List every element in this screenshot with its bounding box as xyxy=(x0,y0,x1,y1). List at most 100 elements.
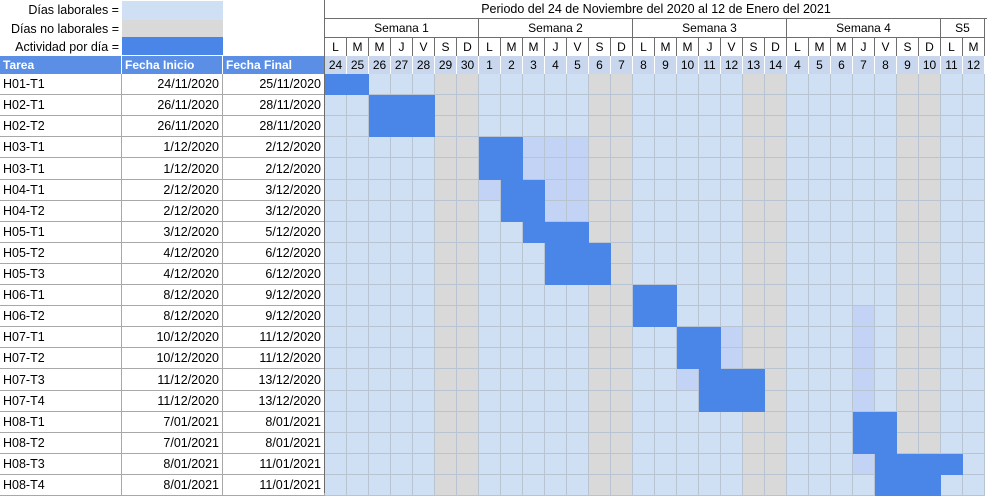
gantt-day-cell[interactable] xyxy=(369,137,391,158)
gantt-day-cell[interactable] xyxy=(413,137,435,158)
gantt-day-cell[interactable] xyxy=(743,412,765,433)
day-number[interactable]: 6 xyxy=(589,56,611,74)
day-number[interactable]: 4 xyxy=(787,56,809,74)
gantt-day-cell[interactable] xyxy=(523,74,545,95)
start-date-cell[interactable]: 26/11/2020 xyxy=(122,95,223,116)
gantt-day-cell[interactable] xyxy=(743,201,765,222)
gantt-day-cell[interactable] xyxy=(677,95,699,116)
gantt-day-cell[interactable] xyxy=(853,264,875,285)
gantt-day-cell[interactable] xyxy=(567,348,589,369)
gantt-day-cell[interactable] xyxy=(567,454,589,475)
gantt-day-cell[interactable] xyxy=(765,137,787,158)
gantt-day-cell[interactable] xyxy=(347,433,369,454)
gantt-day-cell[interactable] xyxy=(853,348,875,369)
gantt-day-cell[interactable] xyxy=(589,95,611,116)
gantt-day-cell[interactable] xyxy=(633,74,655,95)
day-number[interactable]: 30 xyxy=(457,56,479,74)
end-date-cell[interactable]: 25/11/2020 xyxy=(223,74,325,95)
gantt-day-cell[interactable] xyxy=(479,327,501,348)
gantt-day-cell[interactable] xyxy=(633,264,655,285)
gantt-day-cell[interactable] xyxy=(809,306,831,327)
gantt-day-cell[interactable] xyxy=(391,433,413,454)
gantt-day-cell[interactable] xyxy=(589,306,611,327)
gantt-day-cell[interactable] xyxy=(831,222,853,243)
gantt-day-cell[interactable] xyxy=(369,454,391,475)
end-date-cell[interactable]: 8/01/2021 xyxy=(223,412,325,433)
gantt-day-cell[interactable] xyxy=(963,412,985,433)
gantt-day-cell[interactable] xyxy=(545,348,567,369)
task-name-cell[interactable]: H05-T2 xyxy=(0,243,122,264)
day-letter[interactable]: S xyxy=(743,38,765,56)
gantt-day-cell[interactable] xyxy=(457,137,479,158)
gantt-day-cell[interactable] xyxy=(325,243,347,264)
gantt-day-cell[interactable] xyxy=(699,243,721,264)
gantt-day-cell[interactable] xyxy=(875,285,897,306)
gantt-day-cell[interactable] xyxy=(633,243,655,264)
gantt-day-cell[interactable] xyxy=(413,158,435,180)
gantt-day-cell[interactable] xyxy=(479,306,501,327)
gantt-day-cell[interactable] xyxy=(479,137,501,158)
day-letter[interactable]: V xyxy=(875,38,897,56)
gantt-day-cell[interactable] xyxy=(611,412,633,433)
gantt-day-cell[interactable] xyxy=(501,158,523,180)
task-name-cell[interactable]: H04-T2 xyxy=(0,201,122,222)
gantt-day-cell[interactable] xyxy=(655,222,677,243)
end-date-cell[interactable]: 28/11/2020 xyxy=(223,95,325,116)
gantt-day-cell[interactable] xyxy=(655,74,677,95)
gantt-day-cell[interactable] xyxy=(501,74,523,95)
gantt-day-cell[interactable] xyxy=(655,137,677,158)
gantt-day-cell[interactable] xyxy=(413,412,435,433)
gantt-day-cell[interactable] xyxy=(765,454,787,475)
gantt-day-cell[interactable] xyxy=(435,306,457,327)
gantt-day-cell[interactable] xyxy=(435,180,457,201)
gantt-day-cell[interactable] xyxy=(831,433,853,454)
gantt-day-cell[interactable] xyxy=(897,306,919,327)
gantt-day-cell[interactable] xyxy=(633,327,655,348)
gantt-day-cell[interactable] xyxy=(457,74,479,95)
gantt-day-cell[interactable] xyxy=(677,348,699,369)
gantt-day-cell[interactable] xyxy=(831,264,853,285)
gantt-day-cell[interactable] xyxy=(457,412,479,433)
gantt-day-cell[interactable] xyxy=(853,74,875,95)
gantt-day-cell[interactable] xyxy=(721,243,743,264)
gantt-day-cell[interactable] xyxy=(391,391,413,412)
gantt-day-cell[interactable] xyxy=(897,137,919,158)
gantt-day-cell[interactable] xyxy=(545,264,567,285)
gantt-day-cell[interactable] xyxy=(325,433,347,454)
gantt-day-cell[interactable] xyxy=(765,433,787,454)
gantt-day-cell[interactable] xyxy=(875,116,897,137)
gantt-day-cell[interactable] xyxy=(677,243,699,264)
start-date-cell[interactable]: 26/11/2020 xyxy=(122,116,223,137)
gantt-day-cell[interactable] xyxy=(963,74,985,95)
gantt-day-cell[interactable] xyxy=(677,116,699,137)
task-name-cell[interactable]: H01-T1 xyxy=(0,74,122,95)
gantt-day-cell[interactable] xyxy=(435,158,457,180)
gantt-day-cell[interactable] xyxy=(721,369,743,391)
gantt-day-cell[interactable] xyxy=(853,201,875,222)
gantt-day-cell[interactable] xyxy=(457,243,479,264)
gantt-day-cell[interactable] xyxy=(677,391,699,412)
gantt-day-cell[interactable] xyxy=(369,327,391,348)
gantt-day-cell[interactable] xyxy=(369,391,391,412)
gantt-day-cell[interactable] xyxy=(391,74,413,95)
day-number[interactable]: 6 xyxy=(831,56,853,74)
day-number[interactable]: 24 xyxy=(325,56,347,74)
legend-no-laborables-swatch[interactable] xyxy=(122,20,223,37)
gantt-day-cell[interactable] xyxy=(853,391,875,412)
gantt-day-cell[interactable] xyxy=(941,285,963,306)
gantt-day-cell[interactable] xyxy=(479,95,501,116)
gantt-day-cell[interactable] xyxy=(325,180,347,201)
gantt-day-cell[interactable] xyxy=(941,412,963,433)
gantt-day-cell[interactable] xyxy=(457,433,479,454)
gantt-day-cell[interactable] xyxy=(479,454,501,475)
gantt-day-cell[interactable] xyxy=(589,285,611,306)
gantt-day-cell[interactable] xyxy=(831,95,853,116)
gantt-day-cell[interactable] xyxy=(853,95,875,116)
gantt-day-cell[interactable] xyxy=(721,201,743,222)
gantt-day-cell[interactable] xyxy=(831,158,853,180)
gantt-day-cell[interactable] xyxy=(809,285,831,306)
gantt-day-cell[interactable] xyxy=(347,158,369,180)
gantt-day-cell[interactable] xyxy=(677,327,699,348)
gantt-day-cell[interactable] xyxy=(501,369,523,391)
gantt-day-cell[interactable] xyxy=(479,74,501,95)
